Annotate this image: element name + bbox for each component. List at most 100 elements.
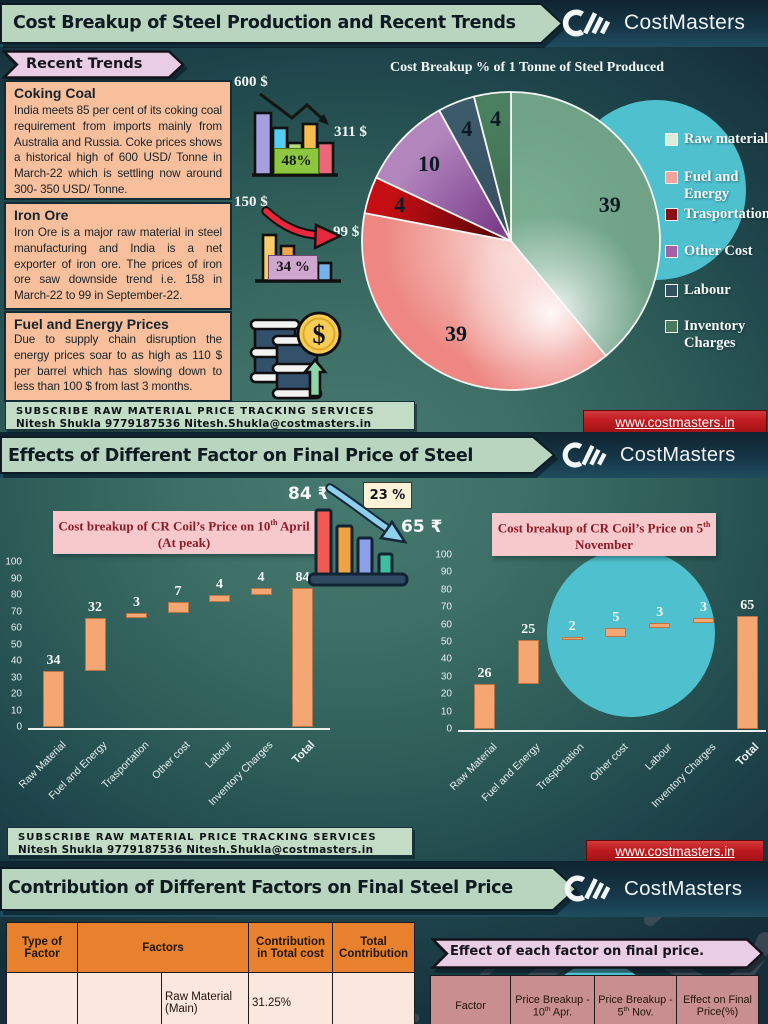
coal-change-value: 48% (281, 152, 312, 169)
legend-item-labour: Labour (665, 282, 768, 299)
pie-value-label: 4 (490, 105, 502, 131)
bar-value-label: 5 (612, 610, 620, 626)
contribution-table-header: Total Contribution (332, 922, 416, 973)
chart-title-line2: (At peak) (157, 535, 211, 551)
pie-value-label: 4 (461, 116, 473, 142)
legend-item-inventory-charges: Inventory Charges (665, 318, 768, 352)
waterfall-april-title: Cost breakup of CR Coil’s Price on 10th … (53, 511, 315, 555)
chart-title-line2: November (575, 537, 633, 553)
bar-value-label: 65 (740, 597, 755, 613)
contribution-table-cell (6, 972, 78, 1024)
info-box-title: Fuel and Energy Prices (14, 316, 169, 332)
effect-table-header: Factor (430, 975, 511, 1024)
legend-swatch (665, 320, 678, 333)
y-axis-tick-label: 40 (440, 653, 452, 665)
waterfall-bar-fuel-and-energy (84, 618, 106, 671)
bar-value-label: 4 (216, 577, 223, 592)
pie-chart-title: Cost Breakup % of 1 Tonne of Steel Produ… (389, 60, 665, 75)
contribution-table-cell (332, 972, 416, 1024)
x-axis-line (458, 730, 766, 732)
recent-trends-label: Recent Trends (26, 56, 143, 72)
x-axis-category-label: Fuel and Energy (479, 741, 543, 804)
waterfall-bar-fuel-and-energy (517, 640, 539, 684)
website-link[interactable]: www.costmasters.in (615, 843, 735, 859)
contribution-table-cell (77, 972, 162, 1024)
legend-label: Labour (684, 282, 731, 298)
info-box-iron-ore: Iron Ore Iron Ore is a major raw materia… (4, 202, 232, 310)
y-axis-tick-label: 10 (10, 705, 22, 716)
effect-ribbon (431, 938, 764, 969)
website-link[interactable]: www.costmasters.in (615, 414, 735, 430)
brand-logo-text: CostMasters (620, 443, 736, 466)
subscribe-banner-1: SUBSCRIBE RAW MATERIAL PRICE TRACKING SE… (5, 401, 415, 430)
pie-slice-inventory-charges (473, 91, 512, 242)
info-box-body: India meets 85 per cent of its coking co… (14, 104, 222, 196)
pie-value-label: 10 (417, 150, 440, 176)
brand-logo-1: CostMasters (560, 8, 745, 38)
header-title-3: Contribution of Different Factors on Fin… (8, 878, 513, 898)
price-from-label: 84 ₹ (288, 484, 330, 504)
header-banner-3 (0, 867, 578, 911)
waterfall-bar-labour (209, 595, 230, 602)
waterfall-bar-raw-material (43, 670, 64, 727)
info-box-coking-coal: Coking Coal India meets 85 per cent of i… (4, 80, 232, 200)
recent-trends-ribbon (2, 50, 185, 79)
x-axis-line (28, 728, 330, 730)
waterfall-bar-trasportation (126, 613, 147, 619)
legend-label: Raw material (684, 131, 768, 147)
legend-item-raw-material: Raw material (665, 131, 768, 148)
bar-value-label: 3 (700, 599, 707, 615)
y-axis-tick-label: 40 (10, 655, 22, 667)
y-axis-tick-label: 50 (440, 636, 452, 648)
bar-value-label: 3 (656, 604, 664, 620)
pie-value-label: 4 (394, 191, 406, 217)
website-box-2[interactable]: www.costmasters.in (586, 840, 764, 862)
y-axis-tick-label: 0 (16, 721, 22, 733)
price-to-label: 65 ₹ (401, 517, 443, 537)
legend-item-other-cost: Other Cost (665, 243, 768, 260)
brand-logo-3: CostMasters (562, 874, 742, 903)
effect-ribbon-label: Effect of each factor on final price. (450, 944, 705, 959)
subscribe-line2: Nitesh Shukla 9779187536 Nitesh.Shukla@c… (16, 418, 372, 430)
effect-table-header: Price Breakup -5th Nov. (594, 975, 677, 1024)
y-axis-tick-label: 70 (10, 606, 22, 617)
bar-value-label: 26 (477, 665, 492, 681)
coal-change-badge: 48% (274, 148, 319, 174)
effect-table-header: Effect on Final Price(%) (676, 975, 759, 1024)
bar-value-label: 2 (568, 618, 576, 634)
waterfall-bar-other-cost (605, 628, 627, 637)
waterfall-bar-inventory-charges (250, 588, 272, 595)
brand-logo-icon (564, 875, 611, 902)
svg-text:$: $ (313, 320, 326, 349)
iron-price-from: 150 $ (234, 194, 268, 210)
y-axis-tick-label: 30 (10, 672, 22, 683)
waterfall-bar-total (736, 615, 758, 729)
bar-value-label: 84 (295, 570, 310, 586)
brand-logo-2: CostMasters (560, 441, 736, 469)
pie-value-label: 39 (445, 320, 468, 346)
y-axis-tick-label: 30 (440, 671, 452, 683)
website-box-1[interactable]: www.costmasters.in (583, 410, 767, 434)
y-axis-tick-label: 80 (10, 589, 22, 601)
y-axis-tick-label: 90 (10, 573, 22, 584)
x-axis-category-label: Total (734, 741, 762, 769)
bar-value-label: 7 (174, 583, 182, 599)
x-axis-category-label: Other cost (587, 741, 631, 784)
legend-swatch (665, 208, 678, 221)
header-title-2: Effects of Different Factor on Final Pri… (8, 446, 474, 466)
bar-value-label: 32 (88, 600, 102, 616)
subscribe-line1: SUBSCRIBE RAW MATERIAL PRICE TRACKING SE… (18, 832, 377, 843)
brand-logo-icon (562, 9, 611, 37)
pie-value-label: 39 (598, 192, 621, 218)
x-axis-category-label: Labour (642, 741, 675, 773)
declining-bars-icon (308, 483, 409, 587)
pie-slice-other-cost (375, 109, 512, 242)
percent-change-value: 23 % (369, 488, 406, 503)
info-box-fuel-energy: Fuel and Energy Prices Due to supply cha… (4, 311, 232, 402)
y-axis-tick-label: 90 (440, 566, 452, 578)
y-axis-tick-label: 80 (440, 584, 452, 596)
iron-change-badge: 34 % (268, 255, 318, 280)
legend-label: Fuel and Energy (684, 169, 739, 202)
y-axis-tick-label: 100 (435, 549, 452, 561)
